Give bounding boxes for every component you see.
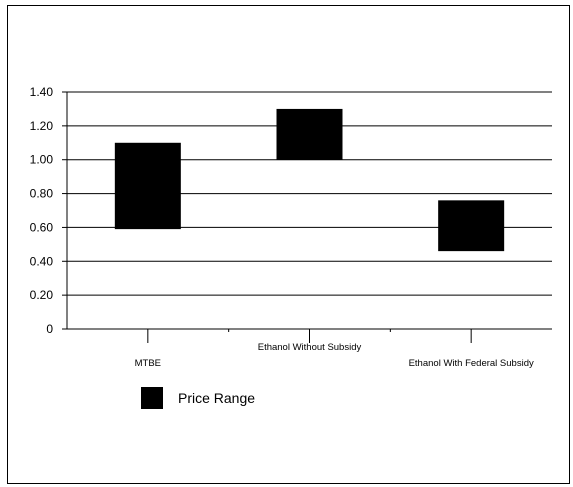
- x-category-label: Ethanol Without Subsidy: [258, 342, 362, 353]
- price-range-bar: [438, 200, 505, 252]
- y-axis: 0 0.20 0.40 0.60 0.80 1.00 1.20 1.40: [30, 85, 54, 336]
- y-tick-label: 1.40: [30, 85, 54, 99]
- x-category-label: Ethanol With Federal Subsidy: [409, 358, 534, 369]
- legend-label: Price Range: [178, 390, 255, 406]
- y-tick-label: 0.40: [30, 254, 54, 268]
- y-tick-label: 0.20: [30, 288, 54, 302]
- y-tick-label: 0: [46, 322, 53, 336]
- x-axis: MTBE Ethanol Without Subsidy Ethanol With …: [135, 329, 534, 369]
- x-category-label: MTBE: [135, 358, 161, 369]
- y-tick-label: 0.80: [30, 187, 54, 201]
- y-tick-label: 1.00: [30, 153, 54, 167]
- y-tick-label: 0.60: [30, 220, 54, 234]
- y-tick-label: 1.20: [30, 119, 54, 133]
- legend-swatch: [141, 387, 163, 409]
- bars: [114, 108, 505, 252]
- price-range-bar: [276, 108, 343, 160]
- legend: Price Range: [141, 387, 255, 409]
- price-range-bar: [114, 142, 181, 230]
